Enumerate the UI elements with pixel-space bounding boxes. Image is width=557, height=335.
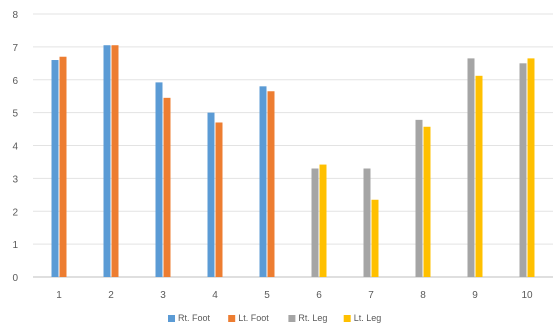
bar-rt-foot-5 xyxy=(259,86,267,277)
bar-rt-leg-7 xyxy=(363,168,371,277)
bar-rt-foot-2 xyxy=(103,45,111,278)
gridlines xyxy=(33,13,553,278)
x-tick-label: 7 xyxy=(368,290,374,301)
y-tick-label: 3 xyxy=(12,174,18,185)
x-axis-ticks: 1 2 3 4 5 6 7 8 9 10 xyxy=(56,290,533,301)
bars xyxy=(51,45,535,278)
bar-rt-foot-1 xyxy=(51,60,59,278)
bar-lt-leg-6 xyxy=(319,164,327,277)
legend-swatch xyxy=(168,315,175,322)
legend-label: Rt. Leg xyxy=(298,313,327,323)
bar-rt-foot-3 xyxy=(155,82,163,277)
bar-rt-leg-9 xyxy=(467,58,475,277)
x-tick-label: 1 xyxy=(56,290,62,301)
legend-label: Lt. Leg xyxy=(354,313,382,323)
legend-item: Lt. Leg xyxy=(343,313,382,323)
x-tick-label: 10 xyxy=(521,290,533,301)
x-tick-label: 4 xyxy=(212,290,218,301)
x-tick-label: 8 xyxy=(420,290,426,301)
legend-label: Lt. Foot xyxy=(238,313,269,323)
bar-rt-foot-4 xyxy=(207,112,215,277)
legend-swatch xyxy=(288,315,296,322)
bar-lt-leg-8 xyxy=(423,126,431,277)
bar-lt-foot-3 xyxy=(163,97,171,277)
y-tick-label: 2 xyxy=(12,207,18,218)
bar-lt-leg-7 xyxy=(371,199,379,277)
legend-label: Rt. Foot xyxy=(178,313,211,323)
y-tick-label: 1 xyxy=(12,240,18,251)
bar-lt-leg-9 xyxy=(475,75,483,278)
bar-lt-foot-2 xyxy=(111,45,119,278)
bar-lt-leg-10 xyxy=(527,58,535,277)
bar-rt-leg-8 xyxy=(415,119,423,277)
x-tick-label: 3 xyxy=(160,290,166,301)
legend: Rt. Foot Lt. Foot Rt. Leg Lt. Leg xyxy=(168,313,381,323)
x-tick-label: 6 xyxy=(316,290,322,301)
legend-item: Rt. Leg xyxy=(288,313,327,323)
x-tick-label: 2 xyxy=(108,290,114,301)
y-tick-label: 6 xyxy=(12,76,18,87)
y-tick-label: 0 xyxy=(12,273,18,284)
bar-lt-foot-4 xyxy=(215,122,223,277)
bar-lt-foot-1 xyxy=(59,56,67,277)
y-axis-ticks: 0 1 2 3 4 5 6 7 8 xyxy=(12,10,18,284)
y-tick-label: 4 xyxy=(12,142,18,153)
legend-item: Rt. Foot xyxy=(168,313,211,323)
legend-swatch xyxy=(228,315,236,322)
bar-lt-foot-5 xyxy=(267,91,275,277)
bar-rt-leg-10 xyxy=(519,63,527,277)
x-tick-label: 5 xyxy=(264,290,270,301)
y-tick-label: 5 xyxy=(12,109,18,120)
legend-swatch xyxy=(343,315,351,322)
y-tick-label: 7 xyxy=(12,43,18,54)
legend-item: Lt. Foot xyxy=(228,313,269,323)
y-tick-label: 8 xyxy=(12,10,18,21)
x-tick-label: 9 xyxy=(472,290,478,301)
bar-rt-leg-6 xyxy=(311,168,319,277)
